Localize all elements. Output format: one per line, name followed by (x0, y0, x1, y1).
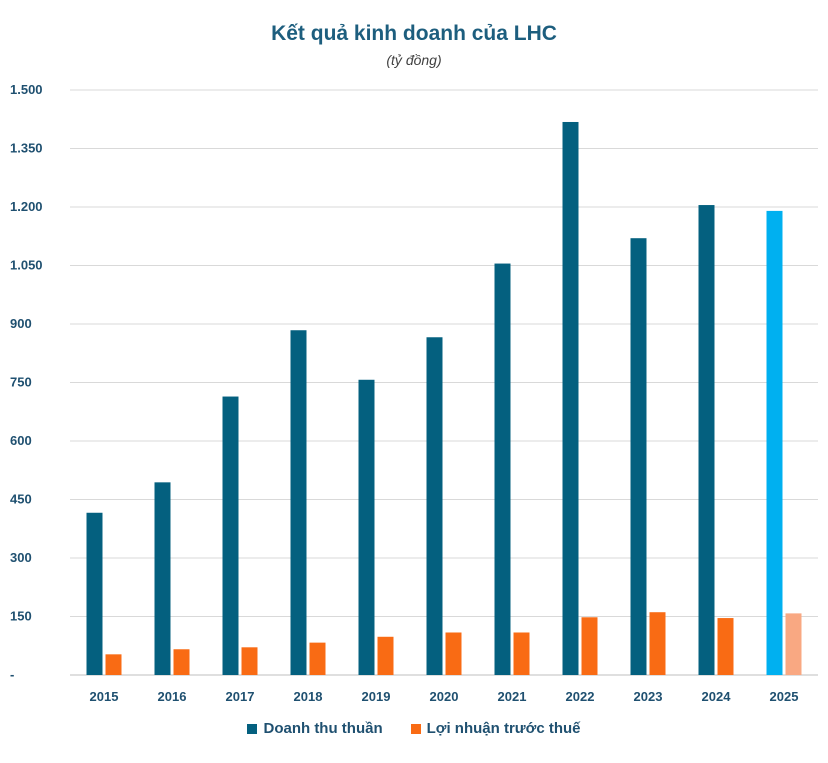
bar-profit-2022 (581, 617, 598, 675)
legend-label-profit: Lợi nhuận trước thuế (426, 720, 581, 737)
x-tick-label: 2024 (702, 689, 732, 704)
y-tick-label: - (10, 667, 14, 682)
chart-subtitle: (tỷ đồng) (386, 52, 442, 68)
x-tick-label: 2019 (362, 689, 391, 704)
bar-revenue-2025 (766, 210, 783, 675)
legend-label-revenue: Doanh thu thuần (263, 720, 383, 737)
bar-profit-2018 (309, 642, 326, 675)
bar-revenue-2015 (86, 512, 103, 675)
bar-profit-2020 (445, 632, 462, 675)
legend-swatch-profit (410, 723, 421, 734)
bar-profit-2015 (105, 654, 122, 675)
x-tick-label: 2025 (770, 689, 799, 704)
y-tick-label: 300 (10, 550, 32, 565)
x-tick-label: 2015 (90, 689, 119, 704)
x-tick-label: 2020 (430, 689, 459, 704)
bar-revenue-2022 (562, 121, 579, 676)
y-tick-label: 1.200 (10, 199, 43, 214)
y-tick-label: 750 (10, 375, 32, 390)
bar-profit-2024 (717, 618, 734, 675)
x-tick-label: 2017 (226, 689, 255, 704)
chart-title: Kết quả kinh doanh của LHC (271, 22, 557, 45)
y-tick-label: 1.350 (10, 141, 43, 156)
bar-revenue-2016 (154, 482, 171, 675)
legend-item-profit: Lợi nhuận trước thuế (410, 720, 581, 737)
bar-revenue-2023 (630, 238, 647, 675)
legend-item-revenue: Doanh thu thuần (247, 720, 383, 737)
legend-swatch-revenue (247, 723, 258, 734)
bar-revenue-2019 (358, 379, 375, 675)
legend: Doanh thu thuần Lợi nhuận trước thuế (0, 720, 828, 737)
bar-revenue-2021 (494, 263, 511, 675)
bar-revenue-2020 (426, 337, 443, 675)
bar-revenue-2017 (222, 396, 239, 675)
bar-profit-2017 (241, 647, 258, 675)
bar-revenue-2024 (698, 205, 715, 676)
bar-profit-2021 (513, 632, 530, 675)
y-tick-label: 1.500 (10, 82, 43, 97)
y-tick-label: 150 (10, 609, 32, 624)
y-tick-label: 450 (10, 492, 32, 507)
bar-profit-2019 (377, 636, 394, 675)
x-tick-label: 2016 (158, 689, 187, 704)
bar-profit-2016 (173, 649, 190, 675)
bar-revenue-2018 (290, 330, 307, 675)
x-tick-label: 2023 (634, 689, 663, 704)
x-tick-label: 2022 (566, 689, 595, 704)
x-tick-label: 2018 (294, 689, 323, 704)
bar-profit-2023 (649, 612, 666, 675)
x-tick-label: 2021 (498, 689, 527, 704)
y-tick-label: 900 (10, 316, 32, 331)
y-tick-label: 600 (10, 433, 32, 448)
bar-profit-2025 (785, 613, 802, 675)
y-tick-label: 1.050 (10, 258, 43, 273)
